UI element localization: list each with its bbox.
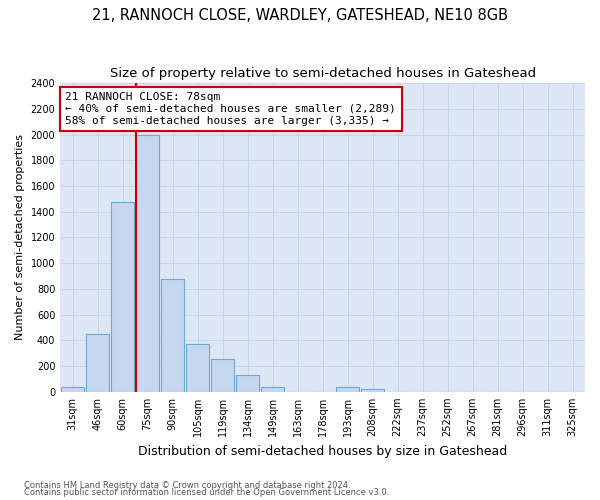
Text: 21 RANNOCH CLOSE: 78sqm
← 40% of semi-detached houses are smaller (2,289)
58% of: 21 RANNOCH CLOSE: 78sqm ← 40% of semi-de… — [65, 92, 396, 126]
Bar — [112, 202, 134, 392]
Bar — [361, 388, 384, 392]
Title: Size of property relative to semi-detached houses in Gateshead: Size of property relative to semi-detach… — [110, 68, 536, 80]
Bar — [262, 386, 284, 392]
Bar — [211, 359, 234, 392]
Bar — [136, 134, 159, 392]
Bar — [86, 334, 109, 392]
Bar — [61, 386, 84, 392]
Bar — [236, 375, 259, 392]
Text: Contains HM Land Registry data © Crown copyright and database right 2024.: Contains HM Land Registry data © Crown c… — [24, 480, 350, 490]
Y-axis label: Number of semi-detached properties: Number of semi-detached properties — [15, 134, 25, 340]
Text: Contains public sector information licensed under the Open Government Licence v3: Contains public sector information licen… — [24, 488, 389, 497]
Bar — [187, 344, 209, 392]
Bar — [161, 279, 184, 392]
Text: 21, RANNOCH CLOSE, WARDLEY, GATESHEAD, NE10 8GB: 21, RANNOCH CLOSE, WARDLEY, GATESHEAD, N… — [92, 8, 508, 22]
X-axis label: Distribution of semi-detached houses by size in Gateshead: Distribution of semi-detached houses by … — [138, 444, 507, 458]
Bar — [337, 386, 359, 392]
